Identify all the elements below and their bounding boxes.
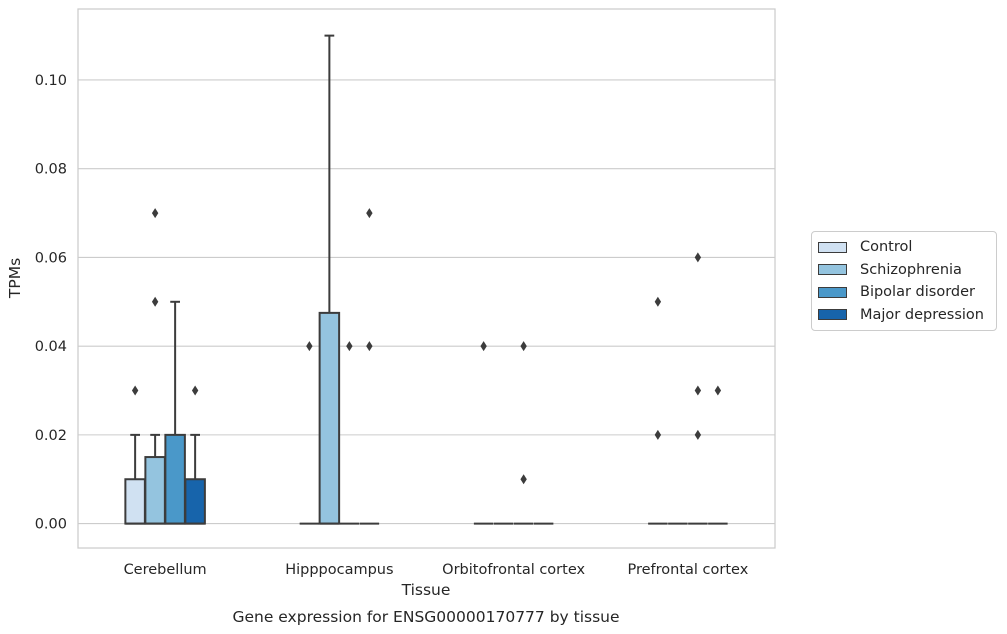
x-tick-label: Cerebellum: [124, 562, 207, 578]
outlier-point: [366, 341, 373, 352]
outlier-point: [306, 341, 313, 352]
legend-label: Major depression: [860, 306, 984, 323]
outlier-point: [654, 296, 662, 307]
legend-item: Major depression: [812, 304, 996, 327]
legend-swatch: [818, 241, 847, 253]
box-major-depression: [708, 385, 728, 525]
box-control: [648, 296, 668, 525]
box-control: [473, 341, 494, 525]
legend-label: Schizophrenia: [860, 261, 962, 278]
x-axis-label: Tissue: [401, 581, 451, 599]
box-body: [164, 433, 186, 525]
outlier-point: [654, 429, 662, 440]
legend-swatch: [818, 264, 847, 276]
box-bipolar-disorder: [688, 252, 708, 525]
y-tick-label: 0.08: [35, 162, 67, 178]
x-tick-label: Orbitofrontal cortex: [442, 562, 585, 578]
outlier-point: [714, 385, 722, 396]
legend-swatch: [818, 286, 847, 298]
y-tick-label: 0.02: [35, 428, 67, 444]
outlier-point: [694, 429, 702, 440]
box-major-depression: [359, 208, 380, 525]
y-tick-label: 0.10: [35, 73, 67, 89]
legend-label: Bipolar disorder: [860, 284, 975, 301]
x-tick-label: Hipppocampus: [285, 562, 393, 578]
outlier-point: [480, 341, 487, 352]
x-tick-label: Prefrontal cortex: [627, 562, 748, 578]
legend-label: Control: [860, 239, 913, 256]
outlier-point: [520, 474, 527, 485]
box-bipolar-disorder: [164, 300, 186, 525]
box-body: [184, 478, 206, 525]
outlier-point: [520, 341, 527, 352]
box-body: [144, 456, 166, 525]
box-control: [124, 385, 146, 525]
box-schizophrenia: [318, 34, 341, 525]
legend: Control Schizophrenia Bipolar disorder Majo…: [811, 231, 997, 331]
y-tick-label: 0.04: [35, 339, 67, 355]
y-tick-label: 0.00: [35, 517, 67, 533]
outlier-point: [131, 385, 139, 396]
legend-item: Control: [812, 236, 996, 259]
box-groups: [124, 34, 728, 525]
legend-swatch: [818, 309, 847, 321]
y-axis-label: TPMs: [6, 258, 24, 299]
plot-frame: [77, 8, 776, 549]
box-body: [318, 311, 341, 525]
box-bipolar-disorder: [513, 341, 534, 525]
box-schizophrenia: [144, 208, 166, 525]
outlier-point: [151, 296, 159, 307]
box-body: [124, 478, 146, 525]
legend-item: Schizophrenia: [812, 259, 996, 282]
outlier-point: [694, 385, 702, 396]
legend-item: Bipolar disorder: [812, 281, 996, 304]
y-tick-labels: 0.00 0.02 0.04 0.06 0.08 0.10: [35, 73, 67, 533]
outlier-point: [366, 208, 373, 219]
outlier-point: [694, 252, 702, 263]
box-bipolar-disorder: [339, 341, 360, 525]
chart-title: Gene expression for ENSG00000170777 by t…: [232, 608, 619, 626]
outlier-point: [191, 385, 199, 396]
x-tick-labels: Cerebellum Hipppocampus Orbitofrontal cort…: [124, 562, 749, 578]
y-tick-label: 0.06: [35, 250, 67, 266]
outlier-point: [346, 341, 353, 352]
box-major-depression: [184, 385, 206, 525]
outlier-point: [151, 208, 159, 219]
box-control: [299, 341, 320, 525]
